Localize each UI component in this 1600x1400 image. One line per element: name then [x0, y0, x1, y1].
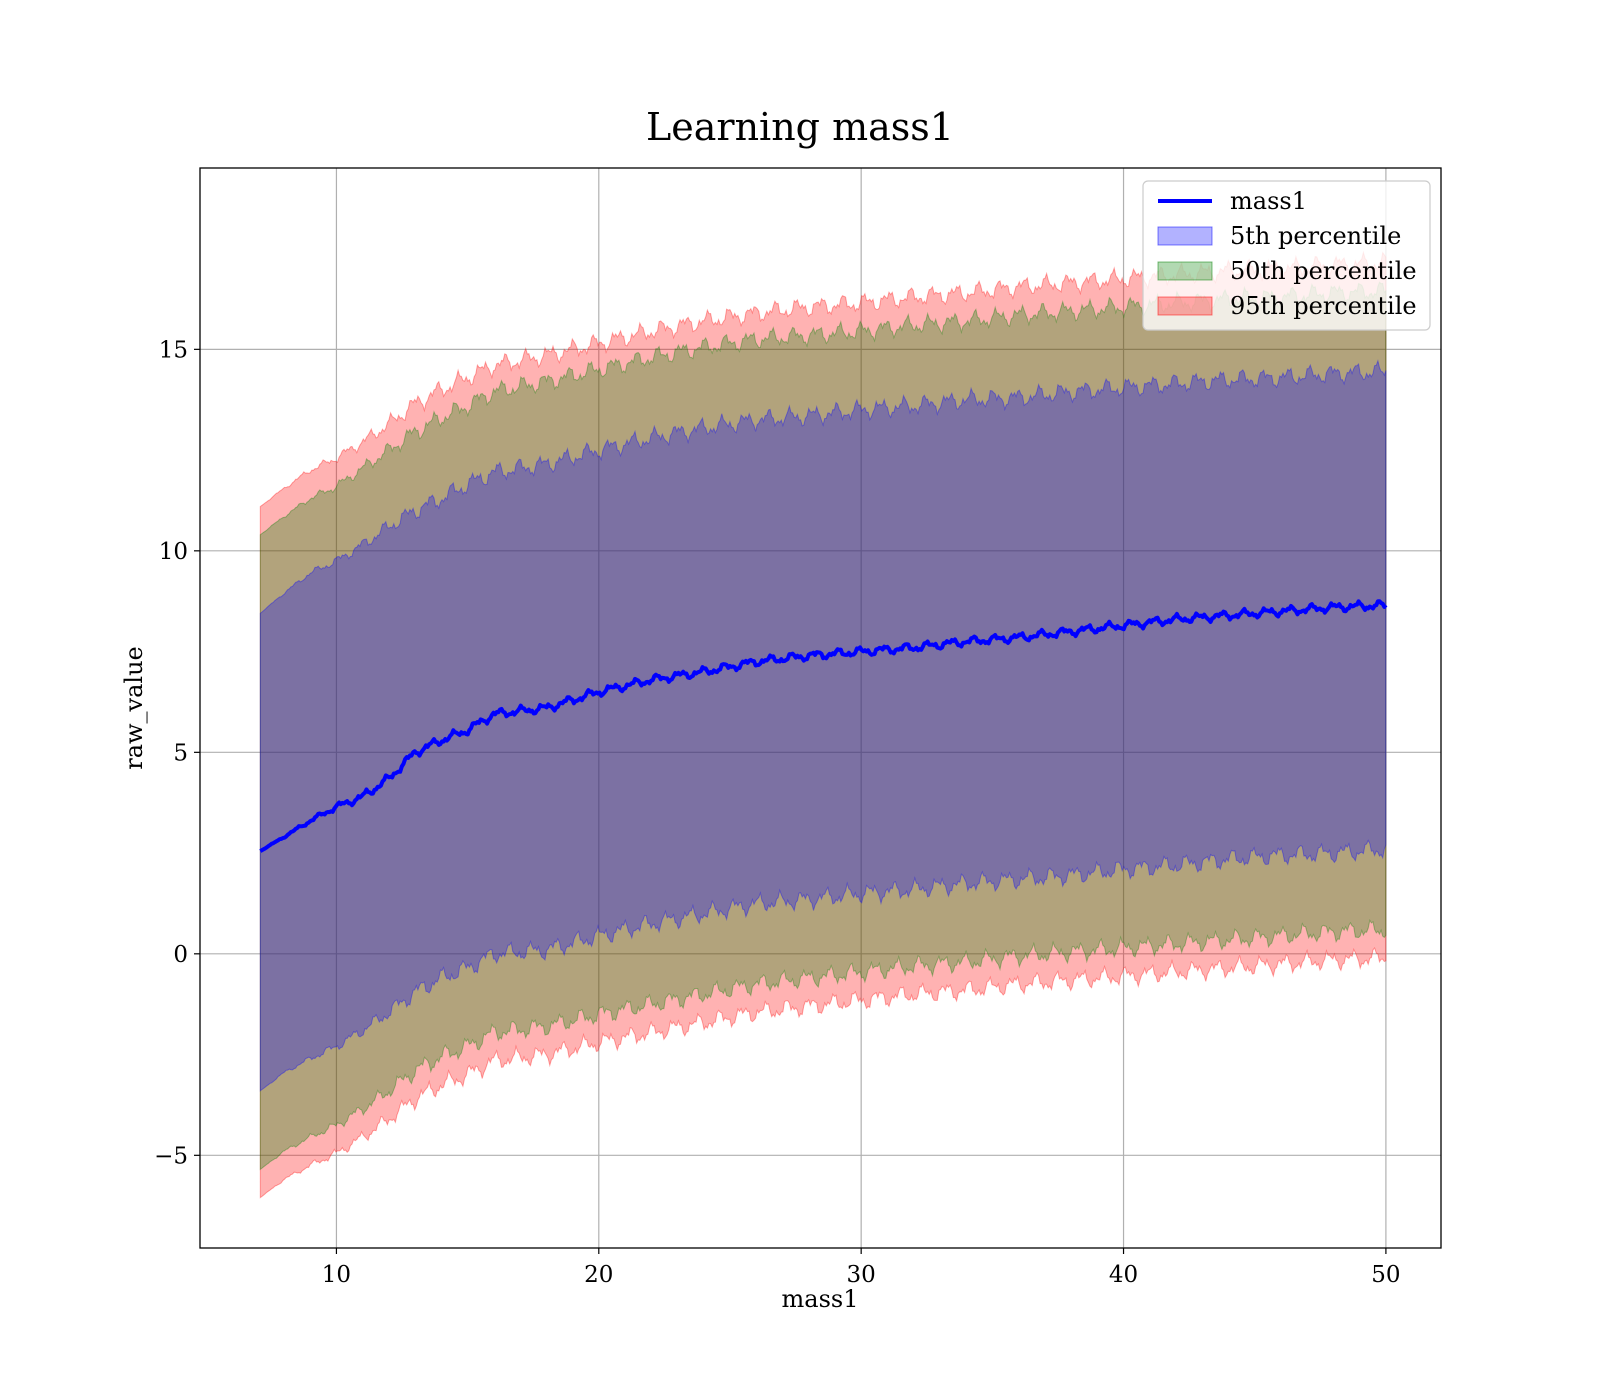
- x-tick-label: 20: [584, 1262, 613, 1288]
- x-tick-label: 30: [847, 1262, 876, 1288]
- x-tick-label: 40: [1109, 1262, 1138, 1288]
- y-tick-label: 10: [159, 539, 188, 565]
- legend-box: [1142, 180, 1431, 331]
- legend: mass1 5th percentile 50th percentile 95th p…: [1142, 180, 1431, 331]
- y-axis-label: raw_value: [120, 646, 148, 770]
- legend-label: 50th percentile: [1230, 257, 1417, 285]
- legend-label: 5th percentile: [1230, 222, 1401, 250]
- legend-swatch-band: [1157, 226, 1213, 246]
- band-95th-percentile: [259, 250, 1387, 1199]
- band-50th-percentile: [259, 281, 1387, 1171]
- x-tick-label: 10: [322, 1262, 351, 1288]
- y-tick-label: 5: [173, 740, 188, 766]
- legend-label: 95th percentile: [1230, 292, 1417, 320]
- legend-swatch-band: [1157, 261, 1213, 281]
- plot-data: [259, 250, 1388, 1199]
- plot-frame: [199, 167, 1442, 1249]
- grid: [200, 168, 1441, 1248]
- y-tick-label: 15: [159, 337, 188, 363]
- x-tick-label: 50: [1371, 1262, 1400, 1288]
- legend-swatch-band: [1157, 296, 1213, 316]
- y-tick-label: −5: [154, 1143, 188, 1169]
- series-line-mass1: [259, 599, 1388, 853]
- legend-label: mass1: [1230, 187, 1307, 215]
- chart-title: Learning mass1: [646, 105, 954, 149]
- axis-ticks: 10 20 30 40 50 −5 0 5 10 15: [154, 337, 1400, 1288]
- y-tick-label: 0: [173, 942, 188, 968]
- x-axis-label: mass1: [782, 1285, 859, 1313]
- band-5th-percentile: [259, 359, 1387, 1092]
